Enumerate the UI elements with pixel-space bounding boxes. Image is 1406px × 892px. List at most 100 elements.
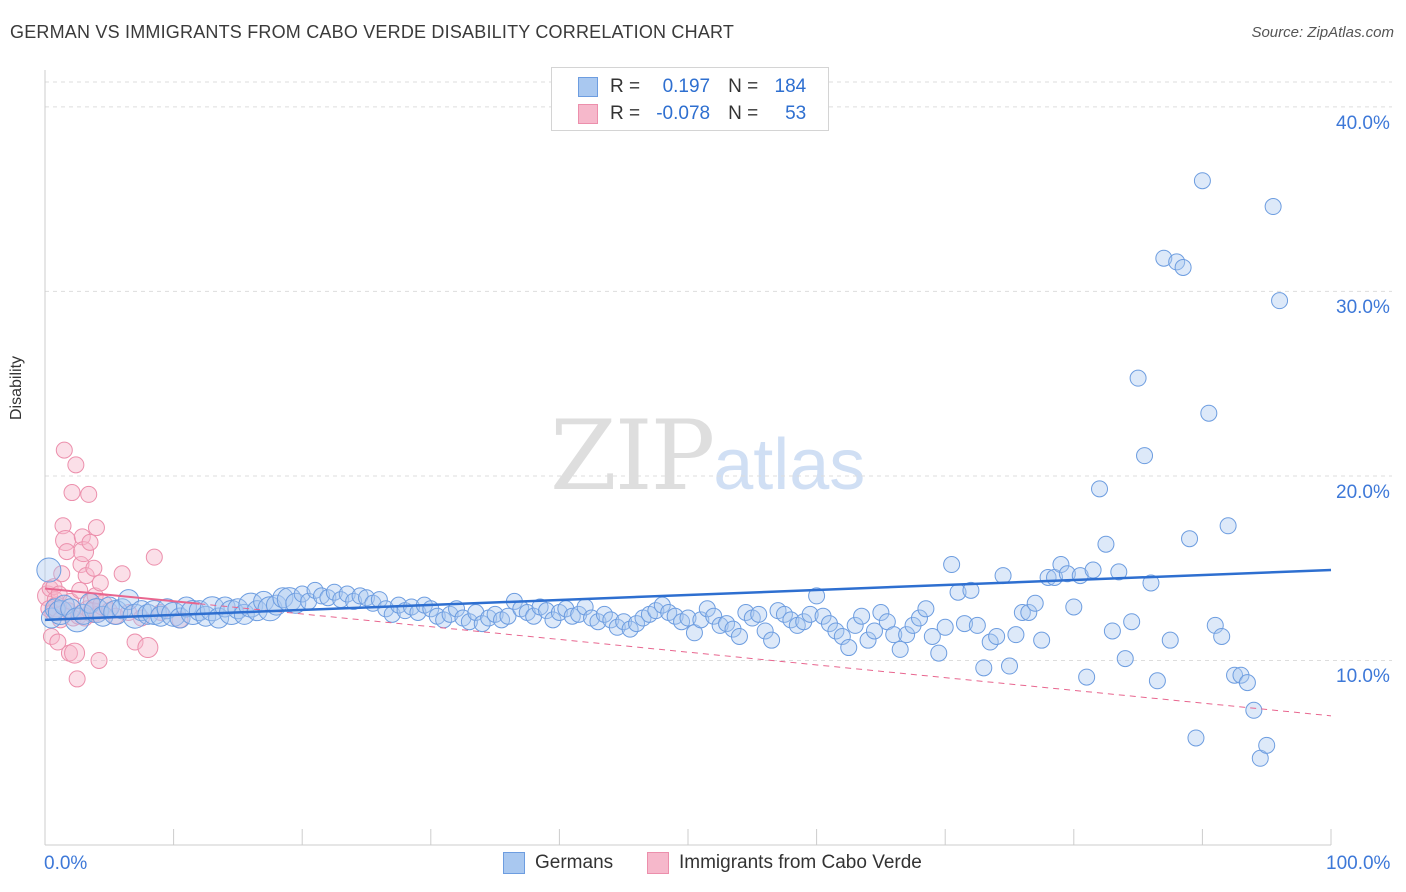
german-point [525,607,543,625]
legend-r-value: -0.078 [656,103,711,124]
german-point [1161,631,1179,649]
german-point [1013,604,1031,621]
german-point [943,556,961,574]
german-point [730,627,748,645]
legend-r-value: 0.197 [662,76,711,97]
german-point [808,587,826,605]
german-point [1187,729,1205,747]
german-point [801,605,819,623]
german-point [36,557,62,583]
german-point [705,607,723,625]
cabo-verde-point [113,565,131,583]
german-point [679,609,697,627]
german-point [1123,613,1141,631]
bottom-legend-cabo-verde: Immigrants from Cabo Verde [647,852,922,874]
german-point [1084,561,1102,579]
cabo-verde-point [55,441,73,459]
german-point [538,602,556,620]
cabo-verde-point [90,651,108,669]
german-point [1271,292,1289,310]
german-point [1116,650,1134,668]
german-point [994,567,1012,585]
legend-row-germans: R = 0.197 N = 184 [578,75,806,99]
german-point [975,659,993,677]
cabo-verde-point [81,533,99,551]
cabo-verde-trend-line-dashed [199,603,1332,717]
watermark: ZIPatlas [550,400,865,512]
cabo-verde-point [85,559,103,577]
german-point [1007,626,1025,644]
watermark-zip: ZIP [550,400,715,512]
germans-trend-line [44,568,1332,622]
legend-n-value: 53 [785,103,807,124]
german-point [1206,616,1224,634]
german-point [169,607,191,629]
german-point [1033,631,1051,649]
german-point [460,613,478,631]
cabo-verde-point [67,456,85,474]
axes [44,70,1332,846]
german-point [312,587,330,605]
german-point [1264,198,1282,216]
german-point [1052,556,1070,574]
legend-n-label: N = [728,76,759,97]
bottom-legend-swatch-pink [647,852,669,874]
german-point [1219,517,1237,535]
german-point [53,594,75,616]
y-tick-label: 10.0% [1336,666,1390,688]
german-point [1193,172,1211,190]
german-point [188,600,210,622]
cabo-verde-points [37,441,189,688]
german-point [499,607,517,625]
german-point [1001,657,1018,675]
x-tick-label-min: 0.0% [44,853,88,874]
german-point [750,605,768,623]
german-point [563,607,581,625]
german-point [1097,535,1115,553]
german-point [898,626,916,644]
german-point [1238,674,1256,692]
y-tick-label: 20.0% [1336,481,1390,503]
watermark-atlas: atlas [713,425,866,505]
german-point [885,626,903,644]
bottom-legend-cabo-verde-label: Immigrants from Cabo Verde [679,852,922,873]
german-point [1110,563,1128,581]
german-point [910,609,928,627]
german-point [1181,530,1199,548]
cabo-verde-point [72,556,90,574]
german-point [936,618,954,636]
german-point [1020,604,1038,621]
bottom-legend-germans-label: Germans [535,852,614,873]
bottom-legend-germans: Germans [503,852,613,874]
legend-swatch-blue [578,77,598,97]
german-point [1245,701,1263,719]
cabo-verde-point [64,642,86,664]
german-point [692,611,710,629]
legend-n-label: N = [728,103,759,124]
german-point [833,627,851,645]
german-point [1091,480,1109,498]
german-point [1258,736,1276,754]
cabo-verde-point [137,637,159,659]
germans-points [36,172,1289,767]
german-point [923,627,941,645]
chart-title: GERMAN VS IMMIGRANTS FROM CABO VERDE DIS… [10,22,735,42]
cabo-verde-point [58,543,76,561]
legend-r-label: R = [610,103,641,124]
german-point [1226,666,1244,684]
german-point [1058,565,1076,583]
german-point [840,639,858,657]
german-point [1200,404,1218,422]
cabo-verde-point [91,574,109,592]
cabo-verde-point [54,517,72,535]
german-point [1065,598,1083,616]
german-point [1155,249,1173,267]
x-tick-label-max: 100.0% [1326,853,1391,874]
cabo-verde-trend-line-solid [44,587,200,605]
bottom-legend-swatch-blue [503,852,525,874]
german-point [988,627,1006,645]
cabo-verde-point [68,670,86,688]
cabo-verde-point [126,633,144,651]
german-point [1129,369,1147,387]
